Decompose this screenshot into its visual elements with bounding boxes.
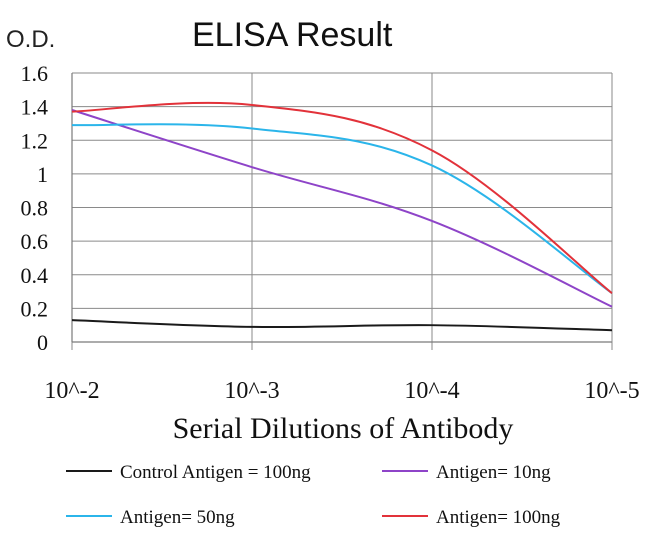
grid-lines xyxy=(71,72,613,350)
series-line-3 xyxy=(71,123,613,295)
y-tick-label: 0.2 xyxy=(21,296,49,321)
x-tick-label: 10^-3 xyxy=(224,378,279,404)
chart-title: ELISA Result xyxy=(192,16,393,54)
x-tick-label: 10^-2 xyxy=(44,378,99,404)
x-tick-label: 10^-4 xyxy=(404,378,459,404)
series-line-1 xyxy=(71,319,613,332)
legend-label: Antigen= 100ng xyxy=(436,507,561,528)
y-tick-label: 1.6 xyxy=(21,61,49,86)
legend-label: Antigen= 50ng xyxy=(120,507,235,528)
y-tick-label: 0.8 xyxy=(21,196,49,221)
series-line-2 xyxy=(71,109,613,308)
y-tick-label: 1.2 xyxy=(21,128,49,153)
legend-label: Control Antigen = 100ng xyxy=(120,462,311,483)
y-tick-label: 0.6 xyxy=(21,229,49,254)
y-tick-label: 0.4 xyxy=(21,263,49,288)
legend: Control Antigen = 100ng Antigen= 10ng Anti… xyxy=(66,462,561,528)
legend-item: Antigen= 100ng xyxy=(382,507,561,528)
axes xyxy=(71,73,613,343)
series-lines xyxy=(71,101,613,332)
legend-label: Antigen= 10ng xyxy=(436,462,551,483)
y-tick-label: 1 xyxy=(37,162,48,187)
legend-item: Control Antigen = 100ng xyxy=(66,462,311,483)
x-axis-label: Serial Dilutions of Antibody xyxy=(173,412,514,445)
y-tick-label: 1.4 xyxy=(21,95,49,120)
y-tick-labels: 0 0.2 0.4 0.6 0.8 1 1.2 1.4 1.6 xyxy=(21,61,49,355)
legend-item: Antigen= 10ng xyxy=(382,462,551,483)
y-tick-label: 0 xyxy=(37,330,48,355)
x-tick-labels: 10^-2 10^-3 10^-4 10^-5 xyxy=(44,378,639,404)
series-line-4 xyxy=(71,101,613,295)
x-tick-label: 10^-5 xyxy=(584,378,639,404)
legend-item: Antigen= 50ng xyxy=(66,507,235,528)
y-axis-label: O.D. xyxy=(6,26,55,53)
